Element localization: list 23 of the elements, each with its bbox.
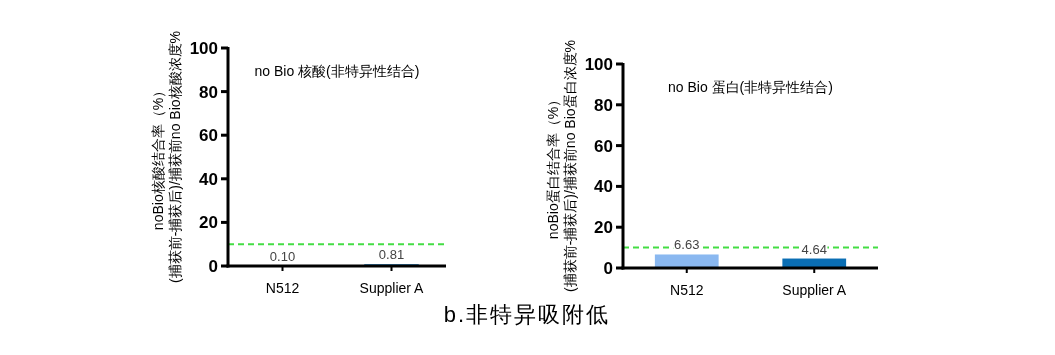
y-tick-label: 100 [189,39,218,58]
y-axis-title: noBio蛋白结合率（%） (捕获前-捕获后)/捕获前no Bio蛋白浓度% [545,39,578,293]
y-tick-label: 80 [594,95,613,115]
x-tick-label: Supplier A [359,280,425,296]
y-tick-label: 40 [594,177,613,197]
data-label: 0.10 [269,248,296,264]
y-tick-label: 60 [199,126,218,146]
x-tick-label: N512 [670,282,704,298]
y-axis-title: noBio核酸结合率（%） (捕获前-捕获后)/捕获前no Bio核酸浓度% [150,30,183,284]
x-tick-label: N512 [265,280,300,296]
text: b.非特异吸附低 [443,302,611,327]
y-tick-label: 20 [199,213,218,233]
y-tick-label: 20 [594,218,613,238]
y-tick-label: 0 [603,259,613,278]
text: no Bio 核酸(非特异性结合) [254,63,420,79]
y-tick-label: 80 [199,82,218,102]
x-tick-label: Supplier A [782,282,847,298]
y-tick-label: 60 [594,136,613,156]
y-tick-label: 100 [584,55,613,74]
data-label: 0.81 [378,247,405,263]
y-tick-label: 0 [208,257,218,276]
y-tick-label: 40 [199,169,218,189]
text: no Bio 蛋白(非特异性结合) [668,79,833,95]
